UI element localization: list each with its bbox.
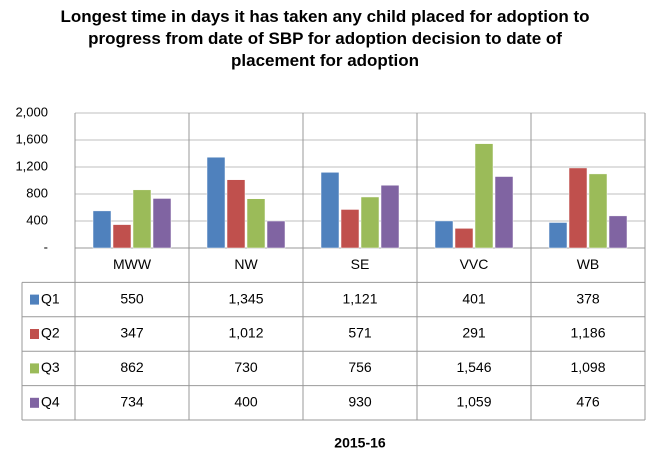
legend-swatch (30, 363, 39, 374)
y-tick-label: 400 (26, 212, 48, 227)
x-tick-label: SE (351, 256, 370, 272)
bar (380, 184, 400, 249)
bar (92, 210, 112, 249)
bar (152, 198, 172, 249)
chart-title: Longest time in days it has taken any ch… (60, 7, 590, 70)
bar (340, 209, 360, 249)
table-cell: 1,012 (228, 325, 263, 341)
bar (474, 143, 494, 249)
table-cell: 378 (576, 290, 600, 306)
table-cell: 756 (348, 359, 372, 375)
bar (360, 196, 380, 249)
table-cell: 1,059 (456, 394, 491, 410)
table-cell: 862 (120, 359, 144, 375)
bar (206, 156, 226, 249)
table-cell: 550 (120, 290, 144, 306)
table-cell: 1,546 (456, 359, 491, 375)
y-tick-label: 800 (26, 185, 48, 200)
table-cell: 730 (234, 359, 258, 375)
legend-swatch (30, 329, 39, 339)
bar (112, 224, 132, 249)
bar (226, 179, 246, 249)
table-cell: 930 (348, 394, 372, 410)
bar (608, 215, 628, 249)
table-cell: 476 (576, 394, 600, 410)
bar (568, 167, 588, 249)
y-tick-label: 1,200 (15, 158, 48, 173)
table-cell: 1,345 (228, 290, 263, 306)
table-cell: 571 (348, 325, 372, 341)
x-tick-label: VVC (460, 256, 489, 272)
x-tick-label: WB (577, 256, 600, 272)
table-cell: 1,098 (570, 359, 605, 375)
table-cell: 291 (462, 325, 486, 341)
x-tick-label: MWW (113, 256, 152, 272)
bar (266, 220, 286, 249)
legend-label: Q2 (41, 325, 60, 341)
bar (246, 198, 266, 249)
x-axis-label: 2015-16 (334, 435, 386, 451)
legend-label: Q3 (41, 359, 60, 375)
bar (588, 173, 608, 249)
table-cell: 400 (234, 394, 258, 410)
x-tick-label: NW (234, 256, 258, 272)
bar (454, 228, 474, 249)
legend-swatch (30, 294, 39, 305)
table-cell: 734 (120, 394, 144, 410)
y-tick-label: - (44, 239, 48, 254)
table-cell: 347 (120, 325, 144, 341)
table-cell: 1,121 (342, 290, 377, 306)
bar (320, 172, 340, 249)
legend-label: Q4 (41, 394, 60, 410)
y-tick-label: 2,000 (15, 104, 48, 119)
bar (434, 220, 454, 249)
table-cell: 1,186 (570, 325, 605, 341)
y-tick-label: 1,600 (15, 131, 48, 146)
bar (494, 176, 514, 249)
bar (548, 222, 568, 249)
bar (132, 189, 152, 249)
legend-swatch (30, 397, 39, 408)
legend-label: Q1 (41, 290, 60, 306)
table-cell: 401 (462, 290, 486, 306)
